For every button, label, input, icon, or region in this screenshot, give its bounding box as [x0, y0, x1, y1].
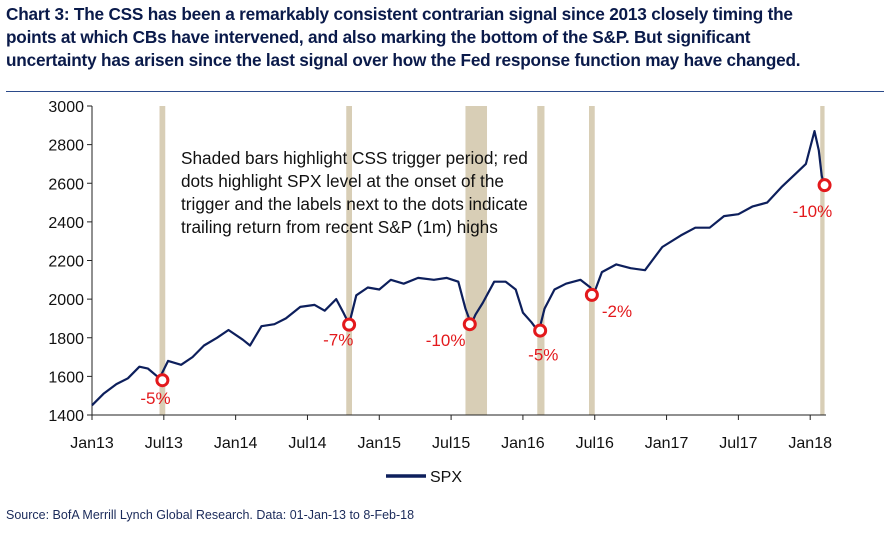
- y-tick-label: 2600: [48, 176, 84, 193]
- x-tick-label: Jul17: [719, 435, 757, 452]
- x-tick-label: Jan15: [357, 435, 401, 452]
- source-note: Source: BofA Merrill Lynch Global Resear…: [6, 508, 415, 522]
- x-tick-label: Jan14: [214, 435, 258, 452]
- trigger-shading-group: [159, 106, 825, 415]
- trigger-shade-3: [465, 106, 488, 415]
- x-tick-label: Jul15: [432, 435, 470, 452]
- trigger-shade-5: [588, 106, 595, 415]
- annotation-line-3: trigger and the labels next to the dots …: [181, 194, 528, 214]
- trigger-return-label-1: -5%: [140, 389, 170, 408]
- y-tick-label: 2200: [48, 254, 84, 271]
- title-divider: [6, 91, 884, 92]
- x-tick-label: Jul16: [576, 435, 614, 452]
- x-tick-label: Jul13: [145, 435, 183, 452]
- trigger-return-label-4: -5%: [528, 346, 558, 365]
- annotation-line-1: Shaded bars highlight CSS trigger period…: [181, 148, 528, 168]
- trigger-shade-2: [346, 106, 352, 415]
- trigger-shade-6: [820, 106, 825, 415]
- legend: SPX: [386, 469, 462, 486]
- y-tick-label: 1800: [48, 331, 84, 348]
- trigger-marker-1: [155, 373, 170, 388]
- x-tick-label: Jan16: [501, 435, 545, 452]
- annotation-line-4: trailing return from recent S&P (1m) hig…: [181, 217, 498, 237]
- trigger-shade-4: [537, 106, 545, 415]
- y-tick-label: 2800: [48, 138, 84, 155]
- y-tick-label: 3000: [48, 99, 84, 116]
- trigger-return-label-2: -7%: [323, 331, 353, 350]
- y-tick-label: 1400: [48, 408, 84, 425]
- y-tick-label: 2400: [48, 215, 84, 232]
- trigger-marker-6: [817, 178, 832, 193]
- trigger-return-label-6: -10%: [793, 202, 833, 221]
- trigger-marker-4: [533, 323, 548, 338]
- trigger-return-label-5: -2%: [602, 302, 632, 321]
- chart-area: 1400 1600 1800 2000 2200 2400 2600 2800 3000 Jan1…: [48, 99, 833, 486]
- marker-group: -5% -7% -10% -5% -2% -10%: [140, 178, 833, 408]
- trigger-marker-3: [462, 317, 477, 332]
- trigger-return-label-3: -10%: [426, 331, 466, 350]
- annotation-group: Shaded bars highlight CSS trigger period…: [181, 148, 528, 237]
- legend-label-spx: SPX: [430, 469, 462, 486]
- chart-title: Chart 3: The CSS has been a remarkably c…: [6, 4, 801, 70]
- trigger-marker-2: [342, 317, 357, 332]
- axes-group: 1400 1600 1800 2000 2200 2400 2600 2800 3000 Jan1…: [48, 99, 832, 452]
- x-tick-label: Jan18: [788, 435, 832, 452]
- x-tick-label: Jan17: [645, 435, 689, 452]
- trigger-marker-5: [584, 287, 599, 302]
- x-tick-label: Jul14: [288, 435, 326, 452]
- annotation-line-2: dots highlight SPX level at the onset of…: [181, 171, 504, 191]
- x-tick-label: Jan13: [70, 435, 114, 452]
- trigger-shade-1: [159, 106, 166, 415]
- y-tick-label: 1600: [48, 369, 84, 386]
- y-tick-label: 2000: [48, 292, 84, 309]
